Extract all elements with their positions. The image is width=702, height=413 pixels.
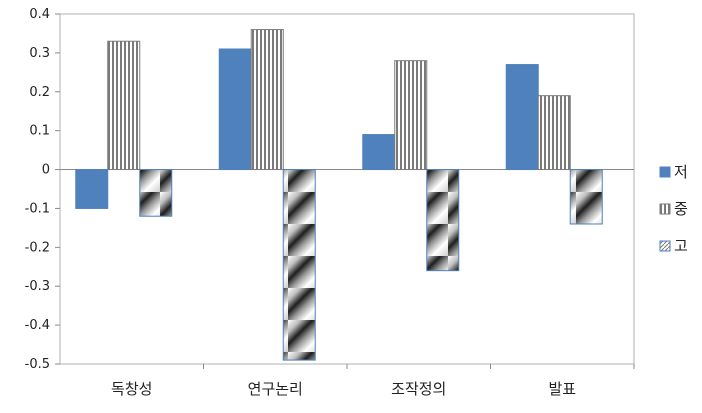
bar-고-독창성 bbox=[139, 169, 173, 217]
bar-고-발표 bbox=[569, 169, 603, 225]
legend-swatch bbox=[659, 203, 671, 215]
legend-label: 중 bbox=[674, 200, 688, 218]
y-tick-label: -0.3 bbox=[25, 279, 50, 294]
y-tick-label: 0 bbox=[42, 163, 50, 178]
x-category-label: 독창성 bbox=[111, 380, 152, 398]
legend-label: 저 bbox=[674, 163, 688, 181]
y-tick-label: 0.1 bbox=[29, 124, 50, 139]
x-category-label: 발표 bbox=[548, 380, 576, 398]
bar-저-조작정의 bbox=[362, 134, 396, 171]
y-axis: 0.4 0.3 0.2 0.1 0 -0.1 -0.2 -0.3 -0.4 -0.5 bbox=[25, 7, 60, 372]
x-category-label: 연구논리 bbox=[248, 380, 303, 398]
y-tick-label: -0.2 bbox=[25, 240, 50, 255]
bar-중-독창성 bbox=[107, 40, 141, 171]
y-tick-label: 0.4 bbox=[29, 7, 50, 22]
legend-swatch bbox=[659, 166, 671, 178]
bar-저-발표 bbox=[505, 64, 539, 171]
bar-저-연구논리 bbox=[218, 48, 252, 171]
y-tick-label: -0.4 bbox=[25, 318, 50, 333]
bars-group bbox=[75, 29, 603, 361]
x-category-label: 조작정의 bbox=[391, 380, 446, 398]
y-tick-label: -0.5 bbox=[25, 357, 50, 372]
bar-고-연구논리 bbox=[282, 169, 316, 361]
y-tick-label: -0.1 bbox=[25, 201, 50, 216]
y-tick-label: 0.2 bbox=[29, 85, 50, 100]
x-axis: 독창성 연구논리 조작정의 발표 bbox=[111, 364, 635, 398]
bar-저-독창성 bbox=[75, 169, 109, 209]
legend-swatch bbox=[659, 240, 671, 252]
bar-고-조작정의 bbox=[426, 169, 460, 272]
legend-label: 고 bbox=[674, 237, 688, 255]
bar-중-조작정의 bbox=[394, 60, 428, 171]
y-tick-label: 0.3 bbox=[29, 46, 50, 61]
bar-중-발표 bbox=[537, 95, 571, 171]
bar-중-연구논리 bbox=[250, 29, 284, 171]
legend: 저중고 bbox=[659, 163, 688, 255]
